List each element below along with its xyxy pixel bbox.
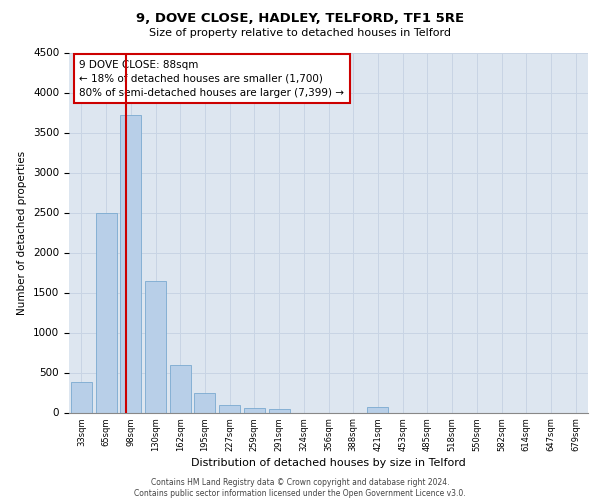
Bar	[244, 408, 265, 412]
Text: Size of property relative to detached houses in Telford: Size of property relative to detached ho…	[149, 28, 451, 38]
Bar	[170, 364, 191, 412]
Text: Contains HM Land Registry data © Crown copyright and database right 2024.
Contai: Contains HM Land Registry data © Crown c…	[134, 478, 466, 498]
Bar	[71, 382, 92, 412]
X-axis label: Distribution of detached houses by size in Telford: Distribution of detached houses by size …	[191, 458, 466, 468]
Bar	[269, 409, 290, 412]
Bar	[145, 282, 166, 412]
Text: 9, DOVE CLOSE, HADLEY, TELFORD, TF1 5RE: 9, DOVE CLOSE, HADLEY, TELFORD, TF1 5RE	[136, 12, 464, 26]
Bar	[219, 404, 240, 412]
Bar	[194, 393, 215, 412]
Bar	[367, 406, 388, 412]
Y-axis label: Number of detached properties: Number of detached properties	[17, 150, 28, 314]
Bar	[120, 115, 141, 412]
Bar	[95, 212, 116, 412]
Text: 9 DOVE CLOSE: 88sqm
← 18% of detached houses are smaller (1,700)
80% of semi-det: 9 DOVE CLOSE: 88sqm ← 18% of detached ho…	[79, 60, 344, 98]
